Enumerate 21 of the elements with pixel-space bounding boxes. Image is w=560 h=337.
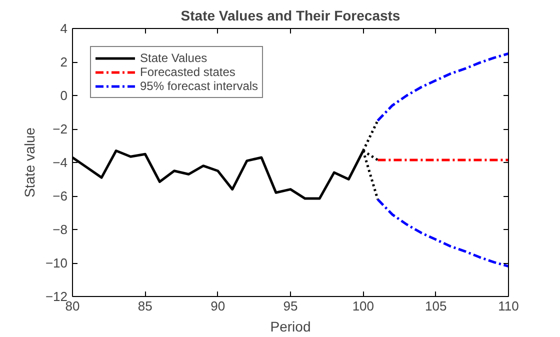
y-tick-label: 4	[60, 21, 68, 36]
x-tick-label: 95	[283, 298, 298, 314]
y-tick-label: −10	[45, 256, 68, 270]
legend-label: Forecasted states	[140, 65, 236, 79]
x-tick-label: 85	[138, 298, 152, 314]
legend-label: 95% forecast intervals	[140, 79, 258, 93]
y-tick-label: −6	[52, 188, 68, 204]
x-tick-label: 90	[210, 298, 226, 314]
y-tick-label: −8	[52, 222, 68, 237]
x-tick-label: 100	[352, 298, 374, 314]
y-tick-label: −4	[52, 155, 68, 170]
y-tick-label: 0	[60, 88, 68, 103]
x-tick-label: 110	[498, 298, 519, 314]
x-tick-label: 105	[424, 298, 447, 314]
x-tick-label: 80	[65, 298, 80, 314]
x-axis-title: Period	[270, 318, 311, 334]
y-tick-label: 2	[60, 54, 68, 70]
y-tick-label: −2	[52, 122, 68, 136]
y-axis-title: State value	[21, 127, 38, 198]
chart-title: State Values and Their Forecasts	[180, 8, 400, 24]
legend-label: State Values	[140, 51, 208, 65]
